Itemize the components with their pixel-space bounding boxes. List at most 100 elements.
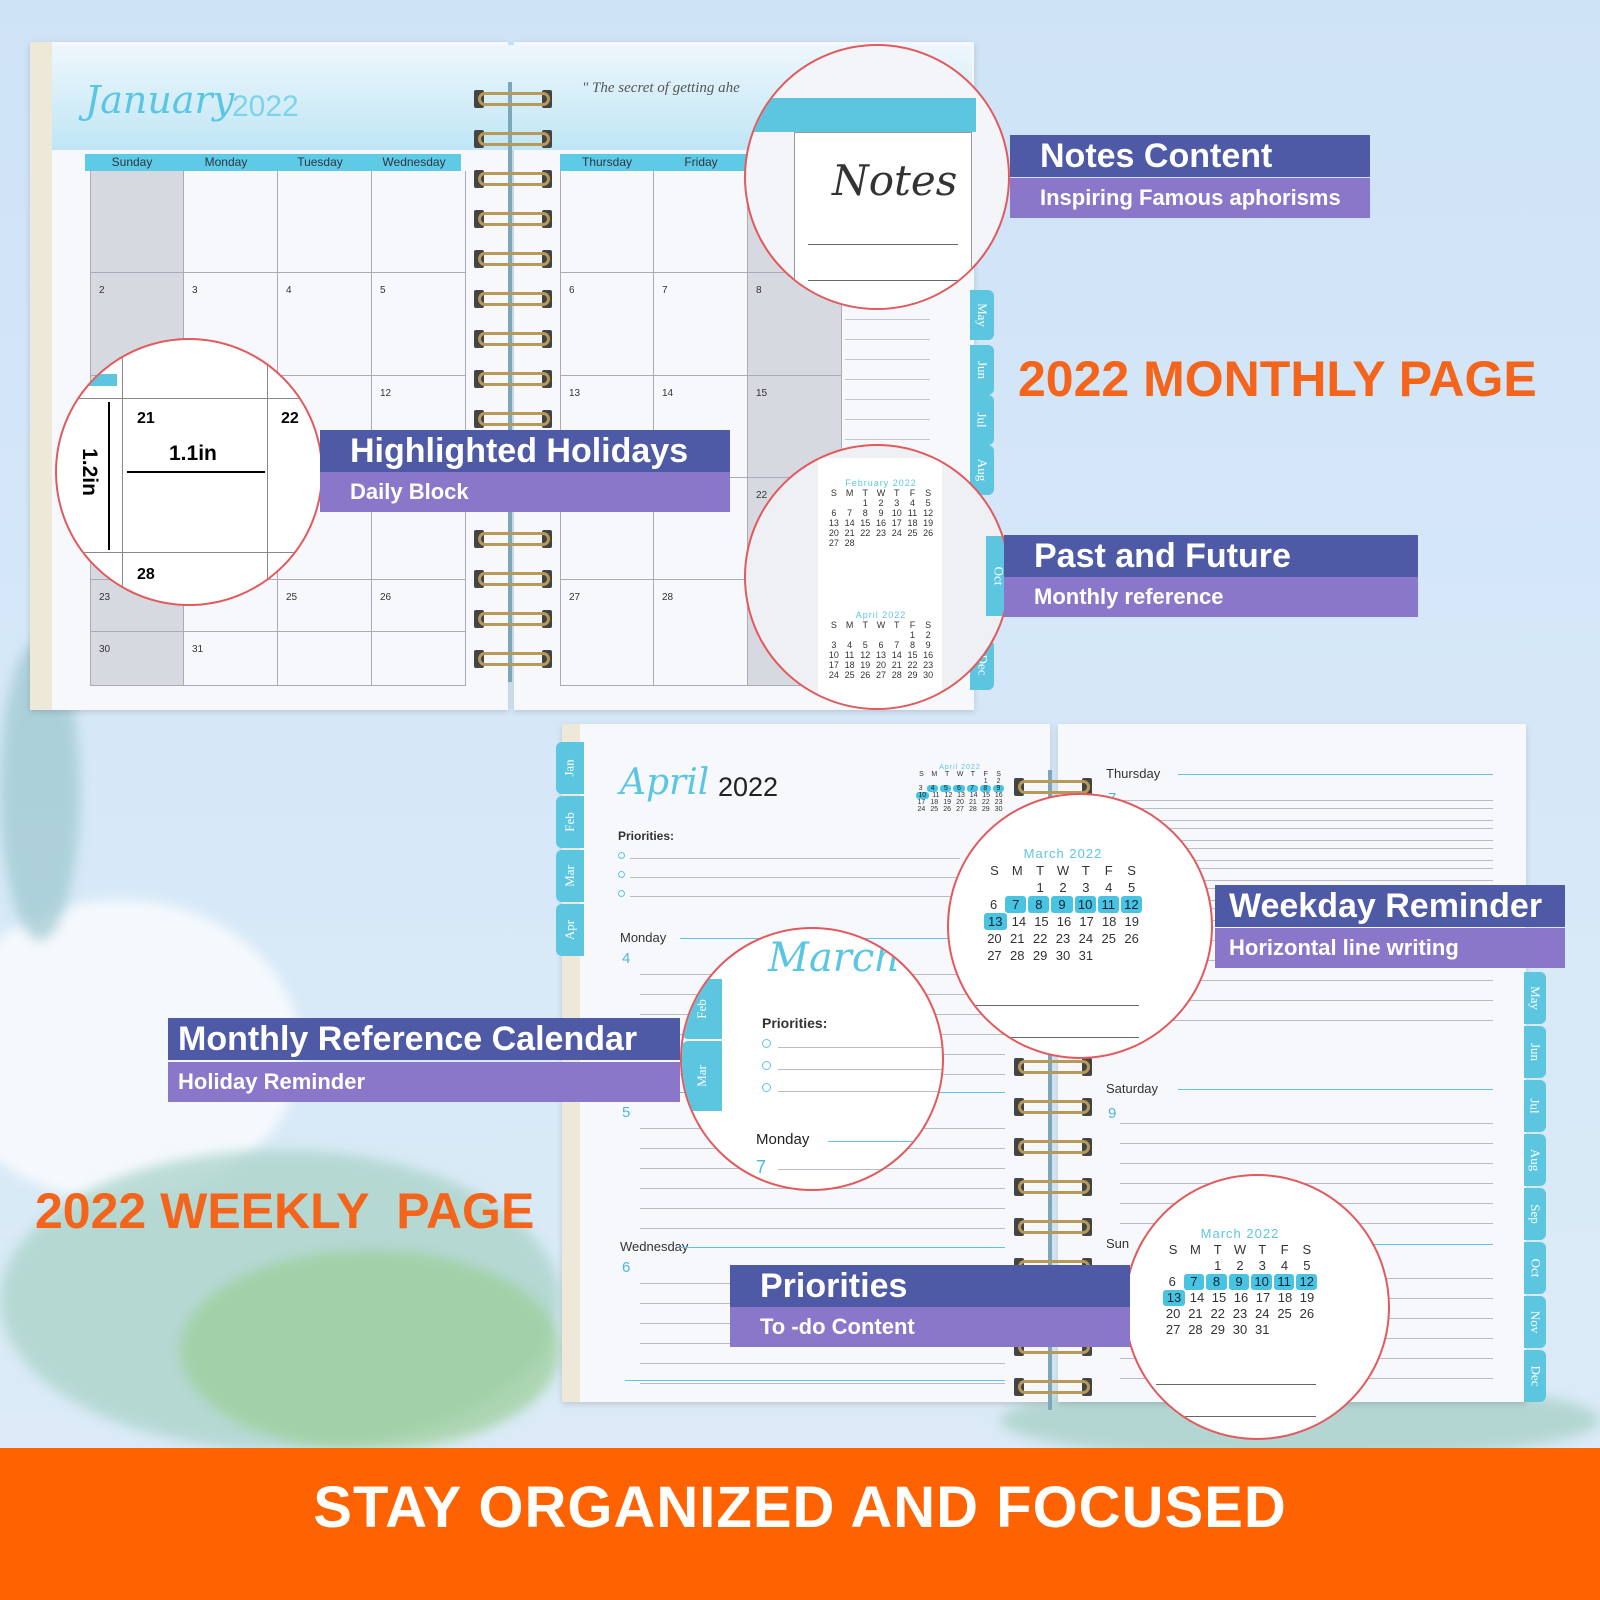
calendar-day: 14 bbox=[891, 650, 902, 660]
width-label: 1.1in bbox=[169, 442, 217, 465]
month-tab[interactable]: Dec bbox=[1524, 1350, 1546, 1402]
calendar-day bbox=[920, 538, 936, 548]
priority-checkbox[interactable] bbox=[762, 1061, 771, 1070]
calendar-day: 2 bbox=[925, 630, 931, 640]
day-cell: 25 bbox=[278, 580, 372, 632]
calendar-day: 5 bbox=[1127, 880, 1136, 895]
calendar-day: 14 bbox=[969, 792, 978, 799]
calendar-day: 12 bbox=[860, 650, 871, 660]
month-tab-feb[interactable]: Feb bbox=[682, 979, 722, 1039]
calendar-day: 24 bbox=[1255, 1306, 1270, 1321]
notes-line bbox=[808, 280, 958, 281]
day-number: 9 bbox=[1108, 1105, 1117, 1122]
calendar-day: 15 bbox=[1034, 914, 1049, 929]
priority-checkbox[interactable] bbox=[618, 890, 625, 897]
daily-block-zoom-circle: gins 21 22 28 1.1in 1.2in bbox=[55, 338, 323, 606]
weekday-header: Sunday bbox=[85, 154, 179, 171]
calendar-day: 3 bbox=[894, 498, 900, 508]
month-tab[interactable]: May bbox=[970, 290, 994, 340]
calendar-day: 2 bbox=[996, 778, 1001, 785]
weekday-letter: T bbox=[970, 771, 975, 778]
week-year: 2022 bbox=[718, 772, 779, 802]
calendar-day: 23 bbox=[876, 528, 887, 538]
month-tab[interactable]: Mar bbox=[556, 850, 584, 902]
monday-line bbox=[828, 1141, 942, 1142]
weekday-header: Friday bbox=[654, 154, 748, 171]
month-tab[interactable]: Jun bbox=[970, 345, 994, 395]
spiral-ring bbox=[1018, 1380, 1090, 1394]
calendar-week: 13 14 15 16 17 18 19 bbox=[826, 518, 936, 528]
month-tab[interactable]: Oct bbox=[1524, 1242, 1546, 1294]
calendar-day bbox=[983, 879, 1006, 896]
calendar-day: 1 bbox=[1214, 1258, 1222, 1273]
spiral-ring bbox=[1018, 780, 1090, 794]
holiday-tab: gins bbox=[77, 374, 117, 386]
month-tab[interactable]: May bbox=[1524, 972, 1546, 1024]
month-tab-mar[interactable]: Mar bbox=[682, 1041, 722, 1111]
spiral-ring bbox=[478, 292, 550, 306]
writing-line bbox=[1120, 980, 1493, 981]
calendar-day: 21 bbox=[1188, 1306, 1203, 1321]
writing-line bbox=[1120, 1163, 1493, 1164]
weekday-letter: T bbox=[862, 620, 869, 630]
priority-checkbox[interactable] bbox=[762, 1039, 771, 1048]
calendar-day: 19 bbox=[923, 518, 934, 528]
calendar-day: 28 bbox=[1188, 1322, 1203, 1337]
month-tab[interactable]: Jun bbox=[1524, 1026, 1546, 1078]
bottom-line bbox=[625, 1380, 1005, 1381]
calendar-week: 27 28 bbox=[826, 538, 936, 548]
weekday-letter: T bbox=[945, 771, 950, 778]
month-tab[interactable]: Apr bbox=[556, 904, 584, 956]
calendar-day bbox=[842, 498, 858, 508]
calendar-day: 13 bbox=[828, 518, 839, 528]
priority-checkbox[interactable] bbox=[762, 1083, 771, 1092]
weekday-letter: M bbox=[931, 771, 938, 778]
calendar-day: 9 bbox=[1051, 896, 1073, 913]
month-tab[interactable]: Nov bbox=[1524, 1296, 1546, 1348]
calendar-day: 20 bbox=[828, 528, 839, 538]
month-title: January bbox=[85, 78, 235, 122]
calendar-week: 24 25 26 27 28 29 30 bbox=[826, 670, 936, 680]
calendar-day: 14 bbox=[1011, 914, 1027, 929]
calendar-day bbox=[941, 778, 954, 785]
month-tab[interactable]: Feb bbox=[556, 796, 584, 848]
calendar-week: 10 11 12 13 14 15 16 bbox=[915, 792, 1005, 799]
calendar-day bbox=[842, 630, 858, 640]
month-tab[interactable]: Jul bbox=[970, 395, 994, 445]
month-year: 2022 bbox=[232, 90, 299, 123]
calendar-day: 19 bbox=[1299, 1290, 1315, 1305]
spine bbox=[508, 82, 512, 682]
day-line bbox=[1178, 1089, 1493, 1090]
spiral-ring bbox=[1018, 1060, 1090, 1074]
priority-checkbox[interactable] bbox=[618, 871, 625, 878]
weekday-letter: T bbox=[1036, 863, 1045, 878]
calendar-day: 22 bbox=[907, 660, 918, 670]
zoom-monday-num: 7 bbox=[756, 1157, 767, 1177]
weekday-header: Thursday bbox=[560, 154, 654, 171]
day-cell bbox=[560, 171, 654, 273]
calendar-day bbox=[928, 778, 941, 785]
calendar-day: 10 bbox=[916, 792, 929, 799]
month-tab[interactable]: Sep bbox=[1524, 1188, 1546, 1240]
spiral-ring bbox=[478, 412, 550, 426]
priority-checkbox[interactable] bbox=[618, 852, 625, 859]
month-tab-oct[interactable]: Oct bbox=[986, 536, 1008, 616]
weekday-letter: M bbox=[845, 488, 854, 498]
month-tab[interactable]: Jan bbox=[556, 742, 584, 794]
calendar-day: 20 bbox=[956, 799, 964, 806]
calendar-day bbox=[857, 538, 873, 548]
month-tab[interactable]: Jul bbox=[1524, 1080, 1546, 1132]
weekday-letter: W bbox=[1056, 863, 1070, 878]
callout-holidays-title: Highlighted Holidays bbox=[320, 430, 730, 472]
calendar-day: 28 bbox=[891, 670, 902, 680]
calendar-day: 6 bbox=[989, 897, 998, 912]
writing-line bbox=[1120, 828, 1493, 829]
month-tab[interactable]: Aug bbox=[1524, 1134, 1546, 1186]
height-arrow bbox=[108, 402, 110, 550]
priorities-label: Priorities: bbox=[618, 829, 675, 843]
callout-weekday-subtitle: Horizontal line writing bbox=[1215, 928, 1565, 968]
calendar-day: 7 bbox=[1183, 1274, 1205, 1290]
notes-heading: Notes bbox=[832, 156, 958, 205]
